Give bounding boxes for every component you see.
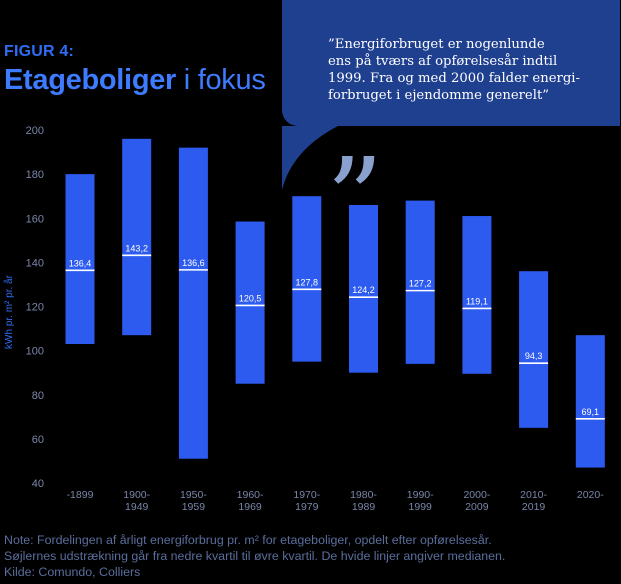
note-line: Kilde: Comundo, Colliers	[4, 565, 141, 579]
quartile-bar	[519, 271, 549, 428]
quartile-bar	[122, 138, 152, 336]
y-tick-label: 140	[26, 257, 44, 269]
quartile-bar	[575, 335, 605, 468]
y-tick-label: 120	[26, 302, 44, 314]
x-tick-label: -1899	[67, 489, 94, 501]
y-tick-label: 80	[32, 390, 44, 402]
quartile-bar	[178, 147, 208, 459]
figure-label: FIGUR 4:	[4, 43, 75, 60]
x-tick-label: 1979	[295, 501, 319, 513]
median-label: 143,2	[125, 243, 148, 253]
median-label: 69,1	[582, 407, 600, 417]
quote-box	[282, 0, 620, 126]
figure-title: Etageboliger i fokus	[4, 64, 266, 97]
x-tick-label: 1959	[182, 501, 206, 513]
median-label: 127,2	[409, 279, 432, 289]
x-tick-label: 1989	[352, 501, 376, 513]
x-tick-label: 1900-	[123, 489, 150, 501]
quartile-bar	[405, 200, 435, 364]
x-tick-label: 1949	[125, 501, 149, 513]
x-tick-label: 1960-	[237, 489, 264, 501]
median-label: 136,6	[182, 258, 205, 268]
chart-note: Note: Fordelingen af årligt energiforbru…	[4, 532, 616, 580]
y-axis: 40 60 80 100 120 140 160 180 200	[26, 125, 44, 490]
median-label: 124,2	[352, 285, 375, 295]
x-tick-label: 1999	[409, 501, 433, 513]
median-label: 127,8	[296, 277, 319, 287]
y-tick-label: 180	[26, 169, 44, 181]
y-axis-label: kWh pr. m² pr. år	[3, 274, 15, 349]
y-tick-label: 200	[26, 125, 44, 137]
x-tick-label: 2009	[465, 501, 489, 513]
quartile-bar	[235, 221, 265, 384]
x-tick-label: 1990-	[407, 489, 434, 501]
quote-tail	[282, 100, 338, 190]
median-label: 136,4	[69, 258, 92, 268]
median-label: 94,3	[525, 351, 543, 361]
x-tick-label: 2020-	[577, 489, 604, 501]
quote-text: ”Energiforbruget er nogenlunde ens på tv…	[328, 36, 598, 104]
quote-line: forbruget i ejendomme generelt”	[328, 88, 550, 103]
x-tick-label: 1950-	[180, 489, 207, 501]
quartile-bar	[349, 205, 378, 373]
x-tick-label: 1969	[238, 501, 262, 513]
quartile-bar	[462, 216, 492, 374]
title-bold: Etageboliger	[4, 64, 177, 96]
median-label: 119,1	[466, 296, 488, 306]
quote-line: ”Energiforbruget er nogenlunde	[328, 37, 545, 52]
x-axis: -1899 1900-1949 1950-1959 1960-1969 1970-197…	[67, 489, 605, 513]
quartile-bar	[65, 174, 95, 345]
y-tick-label: 100	[26, 346, 44, 358]
title-light: i fokus	[176, 64, 266, 96]
quartile-bar	[292, 196, 322, 362]
y-tick-label: 60	[32, 434, 44, 446]
bars: 136,4 143,2 136,6 120,5 127,8 124,2 127,2 119,1…	[65, 138, 605, 468]
quote-line: 1999. Fra og med 2000 falder energi-	[328, 71, 580, 86]
x-tick-label: 1980-	[350, 489, 377, 501]
note-line: Note: Fordelingen af årligt energiforbru…	[4, 533, 492, 547]
x-tick-label: 2019	[522, 501, 546, 513]
note-line: Søjlernes udstrækning går fra nedre kvar…	[4, 549, 506, 563]
x-tick-label: 2000-	[463, 489, 490, 501]
x-tick-label: 1970-	[293, 489, 320, 501]
median-label: 120,5	[239, 293, 262, 303]
y-tick-label: 160	[26, 213, 44, 225]
quote-line: ens på tværs af opførelsesår indtil	[328, 54, 558, 69]
x-tick-label: 2010-	[520, 489, 547, 501]
y-tick-label: 40	[32, 478, 44, 490]
